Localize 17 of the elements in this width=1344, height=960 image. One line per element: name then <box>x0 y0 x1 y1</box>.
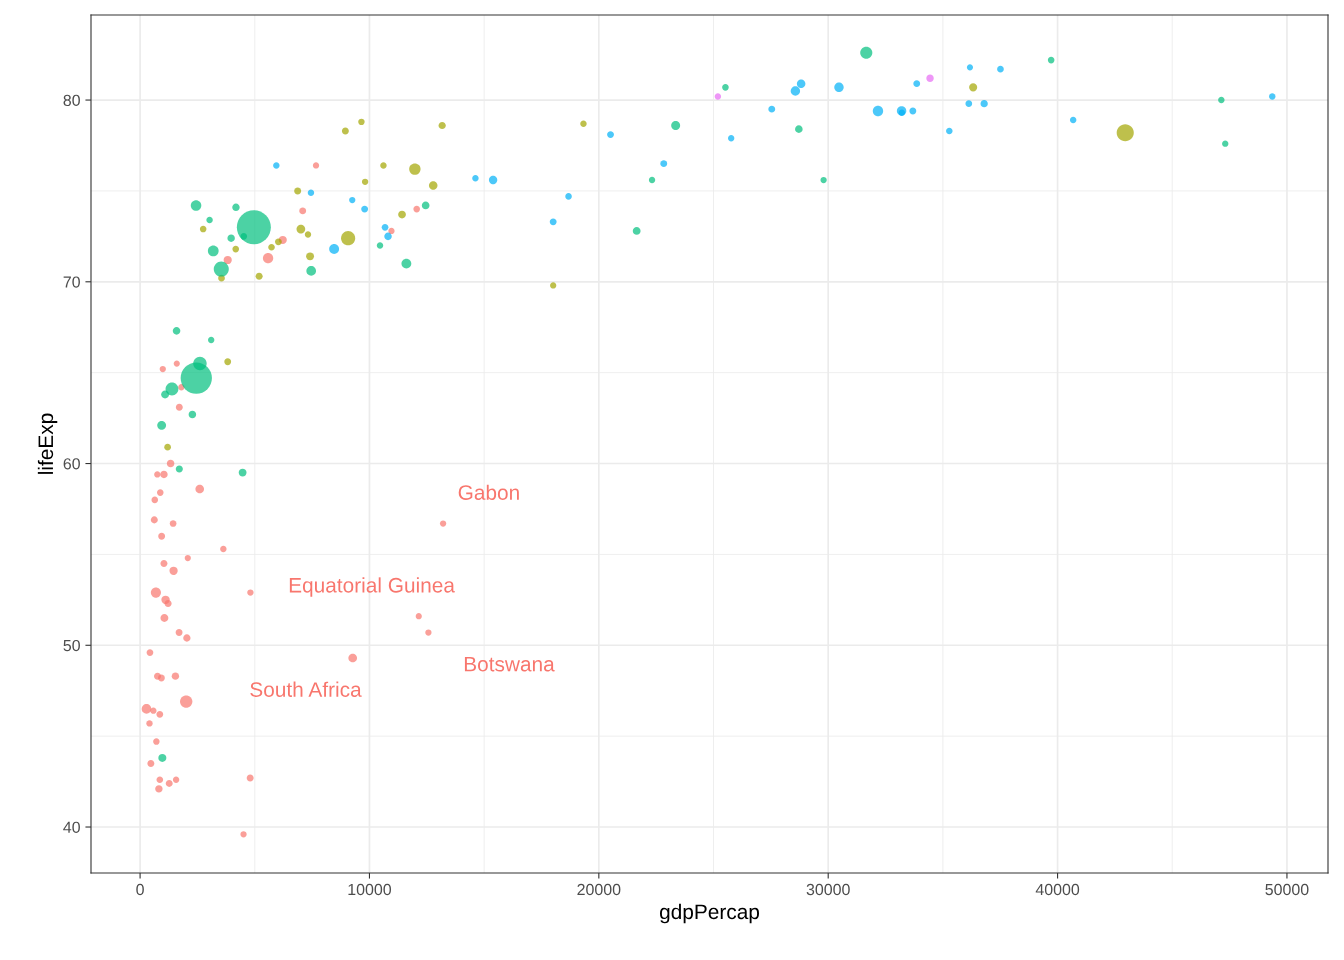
y-tick-label: 80 <box>63 94 80 106</box>
x-tick-label: 10000 <box>348 883 392 896</box>
y-tick-label: 60 <box>63 458 80 470</box>
x-tick-label: 40000 <box>1035 883 1080 896</box>
y-tick-label: 70 <box>63 276 80 288</box>
y-axis-title: lifeExp <box>37 413 58 474</box>
x-tick-label: 0 <box>136 883 144 896</box>
y-tick-label: 40 <box>63 821 80 833</box>
x-axis-title: gdpPercap <box>659 903 760 924</box>
y-tick-label: 50 <box>63 639 80 652</box>
x-tick-label: 20000 <box>577 883 621 896</box>
annotation: South Africa <box>250 681 362 697</box>
annotation: Botswana <box>464 656 555 672</box>
annotation: Gabon <box>458 484 519 500</box>
x-tick-label: 50000 <box>1265 883 1309 896</box>
x-tick-label: 30000 <box>806 883 850 896</box>
annotation: Equatorial Guinea <box>289 577 455 597</box>
